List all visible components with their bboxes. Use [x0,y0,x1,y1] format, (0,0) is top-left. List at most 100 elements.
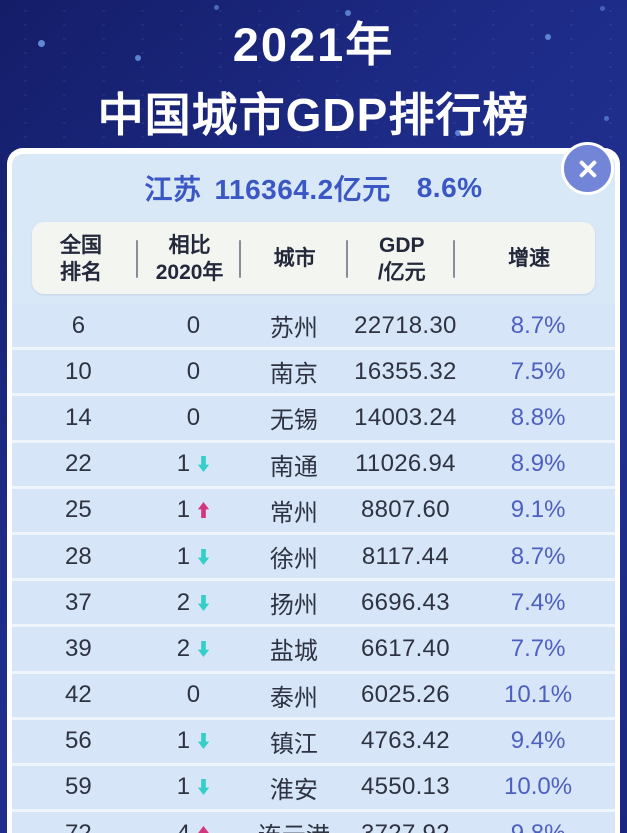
change-cell: 1 [131,496,238,524]
column-header-gdp: GDP /亿元 [348,232,455,287]
change-value: 4 [177,820,190,833]
growth-cell: 7.7% [510,634,566,662]
city-cell: 淮安 [269,776,318,804]
rank-cell: 37 [65,588,92,616]
change-cell: 1 [131,543,238,571]
column-header-line: 全国 [60,233,103,257]
province-gdp-value: 116364.2亿元 [214,174,391,205]
gdp-cell: 6617.40 [361,634,450,662]
growth-cell: 8.8% [510,403,566,431]
gdp-cell: 14003.24 [354,403,457,431]
change-value: 1 [176,727,191,755]
growth-cell: 10.0% [504,773,573,801]
column-header-city: 城市 [241,245,348,272]
table-row: 28 1 徐州 8117.44 8.7% [12,534,615,582]
page-title: 2021年 中国城市GDP排行榜 [0,0,627,145]
column-header-line: 增速 [508,247,551,271]
city-cell: 南通 [269,453,318,481]
growth-cell: 7.4% [510,588,566,616]
deco-dot [38,40,45,47]
table-row: 59 1 淮安 4550.13 10.0% [12,765,615,813]
city-cell: 徐州 [269,546,318,574]
table-header: 全国 排名 相比 2020年 城市 GDP /亿元 增速 [24,222,603,296]
column-header-line: GDP [379,233,425,257]
column-header-rank: 全国 排名 [24,232,138,287]
rank-cell: 10 [65,357,92,385]
table-row: 22 1 南通 11026.94 8.9% [12,442,615,489]
column-header-growth: 增速 [455,245,603,272]
deco-dot [604,116,609,121]
growth-cell: 9.1% [510,496,566,524]
change-value: 1 [176,773,191,801]
rank-down-icon [197,640,210,657]
change-value: 1 [176,542,191,570]
growth-cell: 8.7% [510,311,566,339]
title-year: 2021年 [232,18,395,71]
rank-cell: 6 [71,311,86,339]
change-value: 1 [176,496,191,524]
column-header-line: 2020年 [155,261,224,284]
column-header-line: 相比 [168,233,211,257]
table-row: 37 2 扬州 6696.43 7.4% [12,581,615,628]
change-cell: 1 [131,773,238,801]
deco-dot [455,130,461,136]
table-row: 10 0 南京 16355.32 7.5% [12,350,615,397]
rank-down-icon [197,733,210,750]
rank-cell: 56 [65,727,92,755]
change-cell: 0 [131,681,238,709]
close-button[interactable] [561,142,614,195]
rank-up-icon [197,825,210,833]
column-header-line: /亿元 [377,261,426,284]
change-cell: 2 [131,635,238,663]
gdp-cell: 8117.44 [361,542,449,570]
deco-dot [214,5,219,10]
city-cell: 苏州 [269,315,318,343]
city-cell: 扬州 [269,592,318,620]
table-row: 25 1 常州 8807.60 9.1% [12,488,615,535]
rank-cell: 59 [65,773,92,801]
column-header-line: 排名 [60,261,103,284]
title-main: 中国城市GDP排行榜 [97,89,530,141]
table-body: 6 0 苏州 22718.30 8.7% 10 0 南京 16355.32 7.… [12,304,615,833]
city-cell: 南京 [269,361,318,389]
deco-dot [345,10,351,16]
change-value: 2 [176,634,191,662]
gdp-cell: 8807.60 [361,496,450,524]
province-detail-card: 江苏 116364.2亿元 8.6% 全国 排名 相比 2020年 城市 [7,148,620,833]
change-cell: 0 [131,312,238,340]
deco-dot [135,55,141,61]
change-cell: 0 [131,358,238,386]
growth-cell: 9.4% [510,727,566,755]
rank-down-icon [197,548,210,565]
province-name: 江苏 [144,174,202,205]
change-value: 0 [186,681,201,709]
gdp-cell: 3727.92 [350,820,462,833]
rank-down-icon [197,779,210,796]
change-value: 0 [186,357,201,385]
city-cell: 无锡 [269,407,318,435]
change-cell: 4 [131,820,238,833]
table-row: 39 2 盐城 6617.40 7.7% [12,627,615,674]
change-cell: 0 [131,404,238,432]
province-detail-panel: 江苏 116364.2亿元 8.6% 全国 排名 相比 2020年 城市 [12,154,615,833]
growth-cell: 10.1% [504,681,573,709]
change-value: 0 [186,403,201,431]
table-row: 72 4 连云港 3727.92 9.8% [12,812,615,833]
rank-down-icon [197,456,210,473]
rank-cell: 25 [65,496,92,524]
growth-cell: 7.5% [510,357,566,385]
rank-up-icon [197,502,210,519]
table-row: 56 1 镇江 4763.42 9.4% [12,719,615,766]
city-cell: 镇江 [269,730,318,758]
change-cell: 1 [131,727,238,755]
province-growth-value: 8.6% [416,172,483,203]
city-cell: 常州 [269,499,318,527]
change-value: 0 [186,311,201,339]
rank-cell: 14 [65,403,92,431]
change-value: 1 [176,450,191,478]
deco-dot [600,6,605,11]
gdp-cell: 6025.26 [361,681,450,709]
gdp-cell: 4763.42 [361,727,450,755]
growth-cell: 8.9% [510,450,566,478]
